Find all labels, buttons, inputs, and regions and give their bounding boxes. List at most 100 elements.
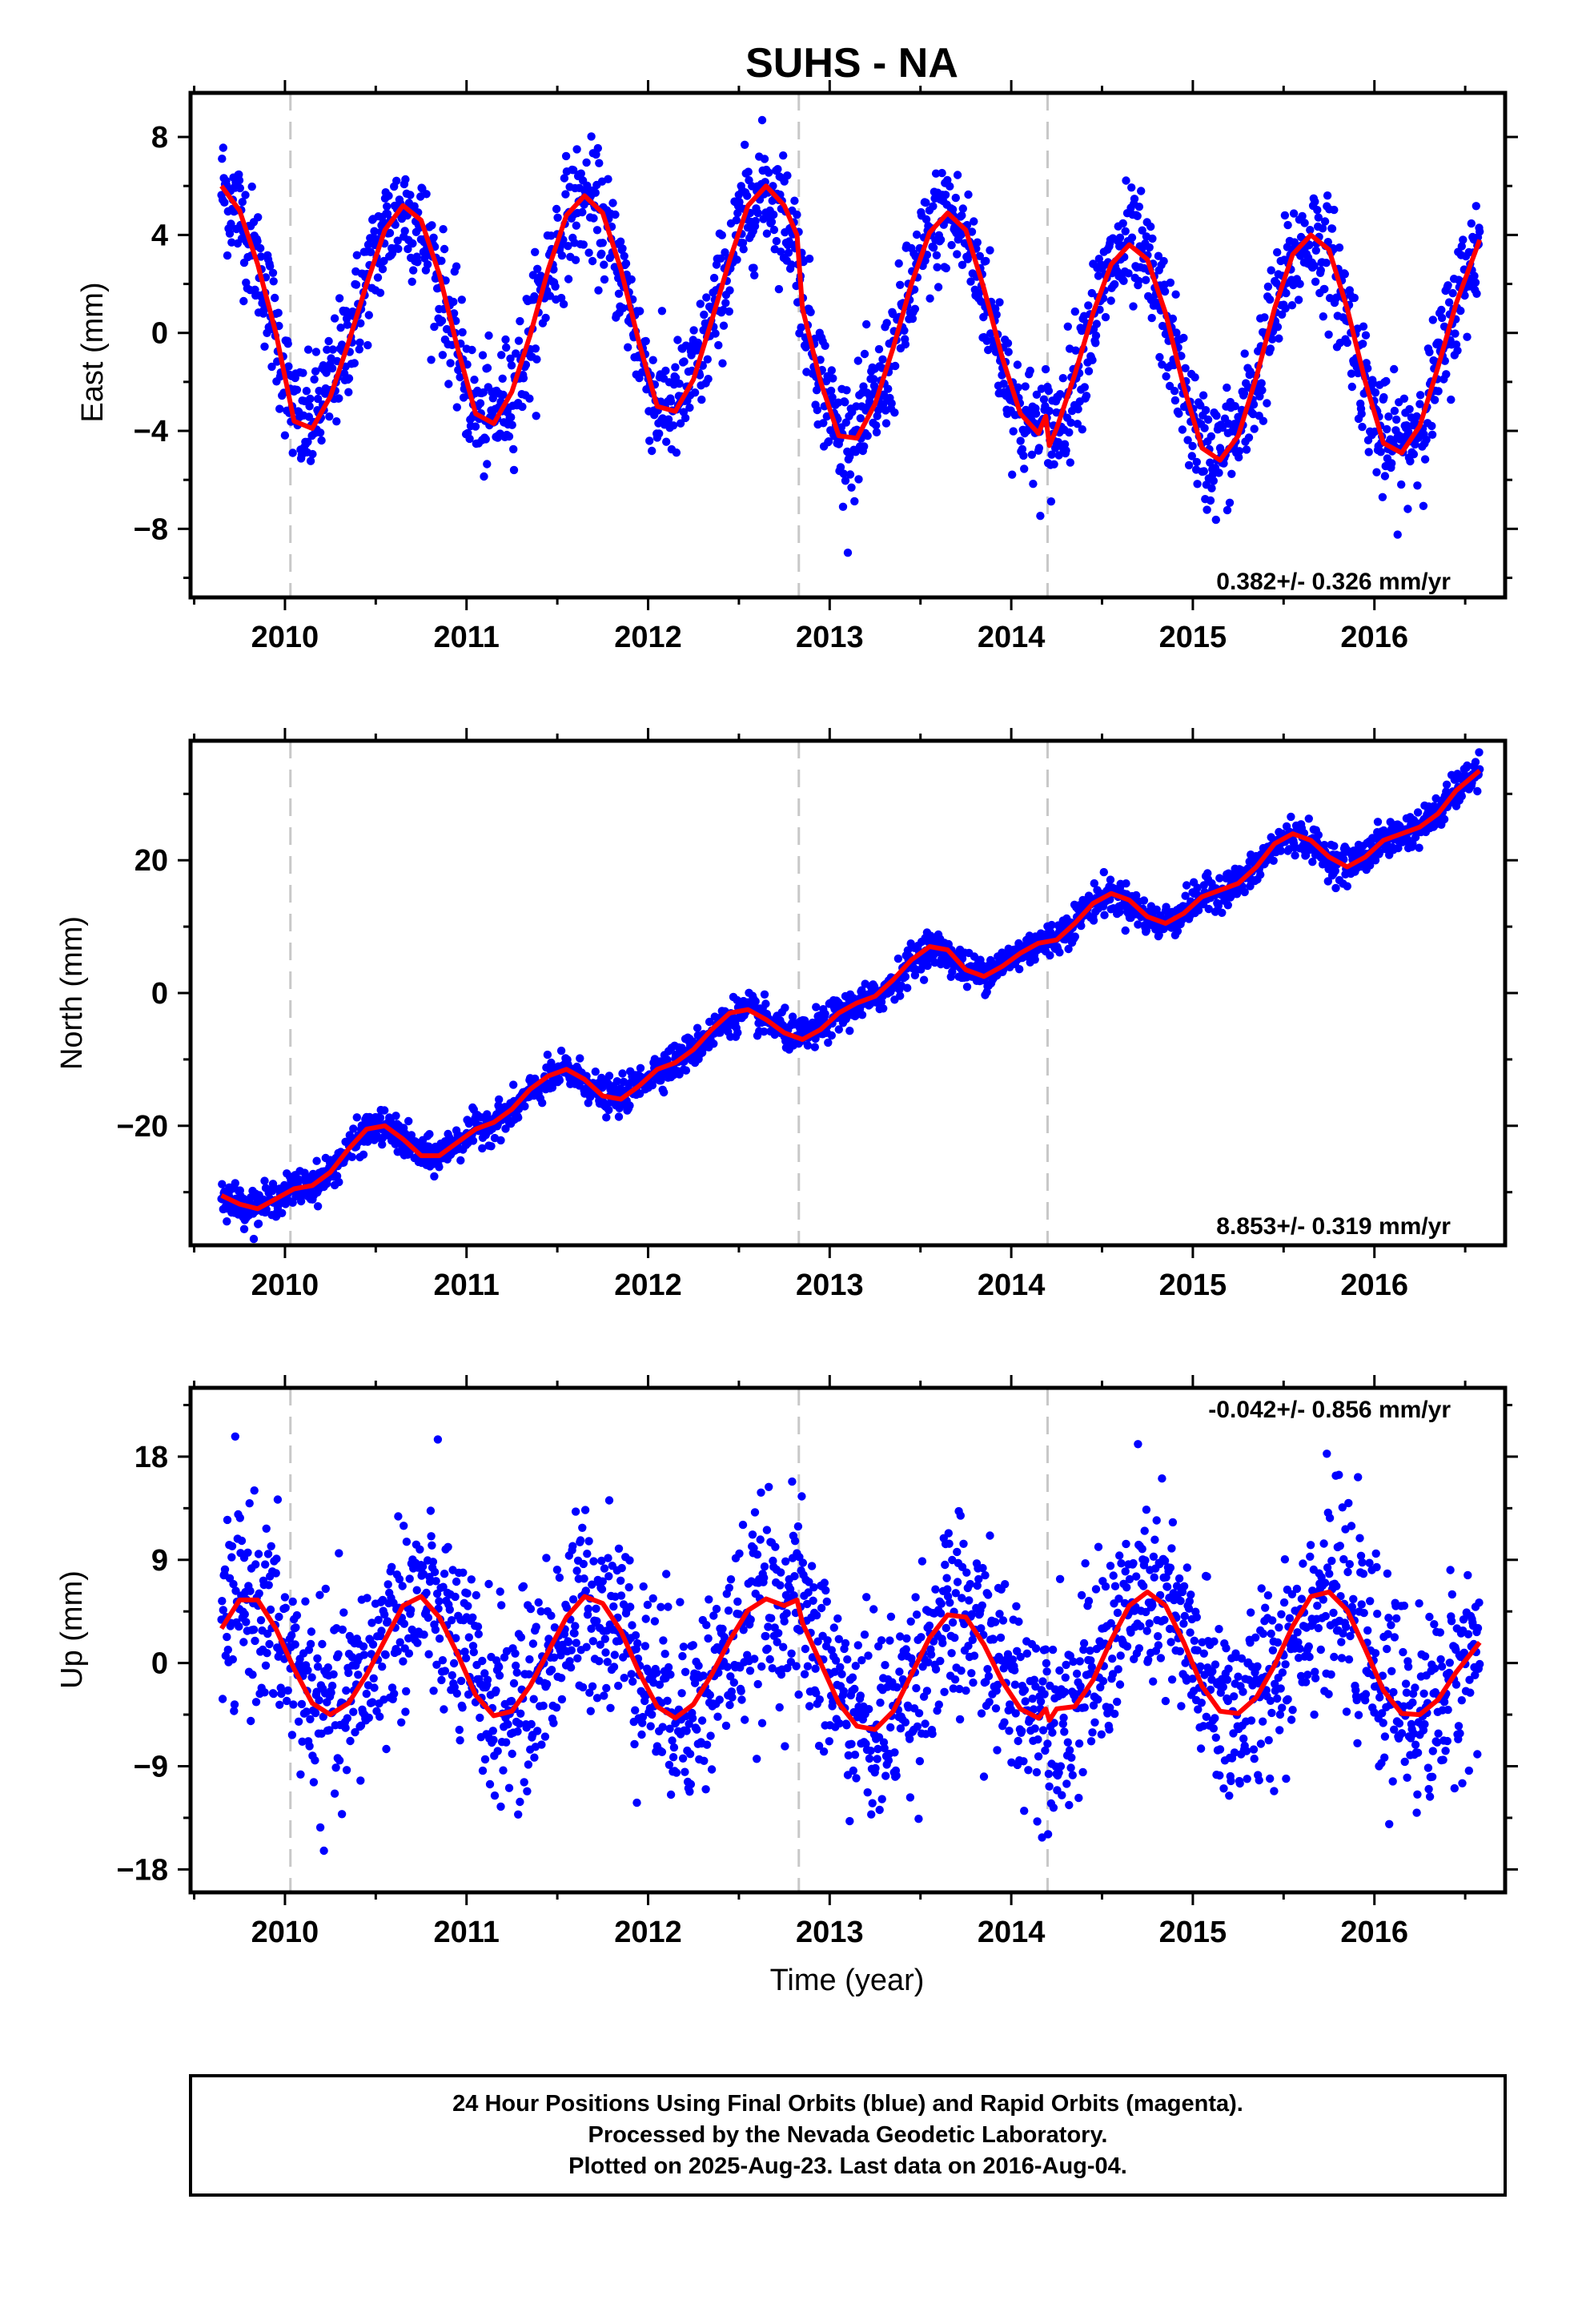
data-point (1240, 349, 1249, 358)
data-point (435, 1163, 444, 1172)
data-point (533, 1727, 542, 1735)
data-point (427, 356, 436, 364)
x-tick-label: 2010 (251, 1269, 319, 1302)
data-point (819, 419, 828, 428)
data-point (1437, 305, 1446, 315)
data-point (542, 1679, 552, 1689)
data-point (254, 213, 263, 222)
data-point (685, 403, 694, 412)
data-point (1127, 233, 1137, 242)
data-point (312, 1156, 321, 1165)
data-point (1019, 451, 1028, 460)
data-point (416, 1545, 424, 1554)
data-point (446, 359, 455, 368)
data-point (235, 176, 244, 185)
data-point (220, 1565, 230, 1574)
data-point (1300, 219, 1309, 227)
data-point (1209, 476, 1219, 485)
data-point (532, 355, 541, 364)
data-point (363, 1137, 372, 1146)
data-point (1199, 881, 1209, 890)
data-point (1080, 383, 1090, 392)
data-point (1134, 920, 1142, 929)
data-point (296, 1196, 306, 1206)
data-point (429, 233, 438, 242)
data-point (1440, 356, 1450, 365)
data-point (828, 393, 837, 402)
data-point (1383, 424, 1391, 434)
data-point (1046, 497, 1056, 506)
data-point (732, 215, 741, 225)
data-point (1259, 416, 1268, 425)
data-point (378, 1663, 387, 1671)
data-point (975, 251, 985, 260)
data-point (839, 469, 849, 478)
data-point (479, 388, 488, 397)
data-point (424, 1650, 433, 1659)
data-point (275, 404, 284, 413)
east-panel: East (mm) 2010 2011 2012 2013 2014 2015 2016−8… (76, 80, 1518, 654)
x-tick-label: 2016 (1340, 1269, 1408, 1302)
x-tick-label: 2014 (978, 1269, 1046, 1302)
data-point (564, 242, 572, 251)
data-point (430, 1567, 440, 1577)
data-point (625, 1101, 634, 1110)
x-tick-label: 2011 (434, 1269, 500, 1302)
data-point (306, 1715, 315, 1723)
data-point (604, 175, 612, 183)
data-point (1415, 843, 1423, 852)
data-point (518, 402, 527, 412)
data-point (1009, 427, 1018, 436)
data-point (240, 1610, 249, 1618)
data-point (781, 1003, 789, 1012)
data-point (572, 221, 580, 230)
data-point (495, 1095, 504, 1104)
data-point (618, 244, 627, 253)
data-point (351, 280, 361, 289)
data-point (556, 1674, 566, 1683)
data-point (534, 1598, 543, 1607)
data-point (1287, 301, 1297, 310)
data-point (1119, 276, 1128, 285)
data-point (648, 356, 657, 364)
data-point (1115, 233, 1125, 242)
data-point (549, 265, 558, 274)
data-point (566, 1663, 576, 1672)
data-point (1070, 932, 1080, 941)
x-tick-label: 2013 (796, 1269, 864, 1302)
data-point (468, 1642, 478, 1651)
data-point (458, 1703, 467, 1712)
data-point (551, 282, 560, 291)
data-point (926, 294, 934, 303)
data-point (380, 1610, 389, 1619)
data-point (373, 273, 383, 282)
data-point (380, 1106, 389, 1115)
north-panel: North (mm) 2010 2011 2012 2013 2014 2015 2016−… (55, 728, 1518, 1302)
data-point (805, 254, 814, 263)
data-point (1409, 450, 1419, 459)
data-point (561, 151, 571, 161)
data-point (251, 1698, 261, 1707)
data-point (218, 1180, 227, 1188)
data-point (445, 1605, 454, 1614)
data-point (1065, 428, 1074, 437)
data-point (664, 415, 673, 424)
data-point (335, 1177, 343, 1187)
data-point (537, 1740, 546, 1749)
x-tick-label: 2015 (1159, 621, 1227, 654)
data-point (1203, 869, 1212, 878)
data-point (1340, 270, 1350, 279)
data-point (1406, 456, 1415, 466)
data-point (422, 1588, 431, 1598)
data-point (496, 1136, 505, 1145)
data-point (1246, 367, 1255, 376)
data-point (1320, 841, 1329, 850)
data-point (390, 1689, 399, 1699)
data-point (753, 208, 762, 218)
data-point (420, 1630, 428, 1639)
data-point (941, 191, 950, 199)
data-point (1324, 330, 1333, 339)
data-point (328, 345, 337, 354)
data-point (384, 191, 393, 200)
data-point (1390, 406, 1399, 416)
